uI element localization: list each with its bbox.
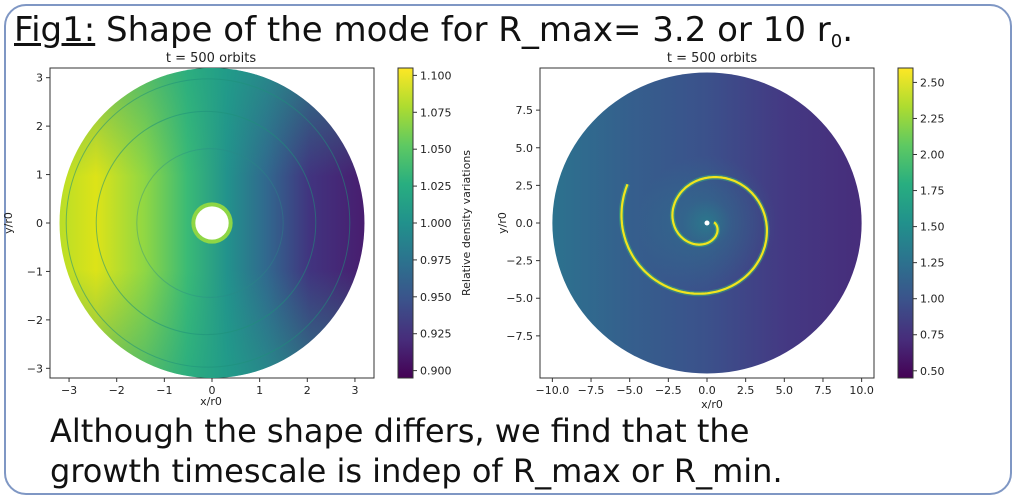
y-tick-label: 2.5 (516, 179, 534, 192)
x-tick-label: 0 (209, 384, 216, 397)
colorbar-tick-label: 1.75 (920, 185, 945, 198)
left-disk (59, 68, 365, 378)
colorbar-tick-label: 0.50 (920, 365, 945, 378)
x-tick-label: −5.0 (616, 384, 643, 397)
slide-frame (4, 4, 1012, 495)
y-tick-label: −5.0 (506, 292, 533, 305)
left-colorbar-ticks: 0.900 0.925 0.950 0.975 1.000 1.025 1.050 1.075… (413, 69, 452, 378)
right-colorbar-ticks: 0.50 0.75 1.00 1.25 1.50 1.75 2.00 2.25 2.50 (913, 76, 945, 378)
x-tick-label: 2 (304, 384, 311, 397)
y-tick-label: 0.0 (516, 217, 534, 230)
y-tick-label: 0 (36, 217, 43, 230)
y-tick-label: 2 (36, 120, 43, 133)
x-tick-label: −2.5 (655, 384, 682, 397)
x-tick-label: −2 (109, 384, 125, 397)
right-disk (552, 72, 862, 374)
slide-caption: Although the shape differs, we find that… (50, 411, 783, 491)
y-tick-label: −2.5 (506, 255, 533, 268)
x-tick-label: 2.5 (737, 384, 755, 397)
left-colorbar: 0.900 0.925 0.950 0.975 1.000 1.025 1.050 1.075… (397, 67, 473, 379)
y-tick-label: 7.5 (516, 104, 534, 117)
x-tick-label: 3 (351, 384, 358, 397)
right-x-ticks: −10.0 −7.5 −5.0 −2.5 0.0 2.5 5.0 7.5 10.0 (536, 378, 874, 397)
left-plot: t = 500 orbits −3 −2 −1 0 1 2 3 −3 −2 −1 0 1 2 3 x/r… (2, 51, 375, 408)
left-y-axis-label: y/r0 (2, 212, 15, 234)
left-x-axis-label: x/r0 (200, 395, 222, 408)
density-ring (95, 110, 317, 336)
figure-label: Fig1: (14, 10, 96, 50)
density-ring (136, 148, 284, 298)
colorbar-tick-label: 1.100 (420, 69, 452, 82)
spiral-arm (620, 176, 768, 295)
colorbar-tick-label: 1.50 (920, 221, 945, 234)
x-tick-label: −1 (156, 384, 172, 397)
colorbar-tick-label: 1.25 (920, 257, 945, 270)
colorbar-tick-label: 1.025 (420, 180, 452, 193)
left-colorbar-bar (397, 67, 414, 379)
right-y-axis-label: y/r0 (496, 212, 509, 234)
right-x-axis-label: x/r0 (701, 398, 723, 411)
density-ring (65, 78, 351, 368)
left-colorbar-label: Relative density variations (460, 150, 473, 296)
left-plot-title: t = 500 orbits (166, 51, 256, 66)
left-y-ticks: −3 −2 −1 0 1 2 3 (27, 72, 50, 375)
colorbar-tick-label: 1.050 (420, 143, 452, 156)
y-tick-label: −1 (27, 265, 43, 278)
colorbar-tick-label: 1.00 (920, 293, 945, 306)
x-tick-label: 7.5 (814, 384, 832, 397)
right-plot-title: t = 500 orbits (667, 51, 757, 66)
inner-hole (195, 206, 229, 240)
slide-title: Fig1: Shape of the mode for R_max= 3.2 o… (14, 8, 853, 64)
colorbar-tick-label: 1.000 (420, 217, 452, 230)
colorbar-tick-label: 2.00 (920, 149, 945, 162)
right-colorbar-bar (897, 67, 914, 379)
x-tick-label: 1 (256, 384, 263, 397)
title-text: Shape of the mode for R_max= 3.2 or 10 r (95, 10, 831, 50)
title-subscript: 0 (830, 31, 843, 52)
y-tick-label: 1 (36, 169, 43, 182)
caption-line-2: growth timescale is indep of R_max or R_… (50, 452, 783, 490)
y-tick-label: −3 (27, 362, 43, 375)
x-tick-label: 0.0 (698, 384, 716, 397)
colorbar-tick-label: 2.50 (920, 76, 945, 89)
x-tick-label: 5.0 (776, 384, 794, 397)
y-tick-label: −2 (27, 314, 43, 327)
right-y-ticks: −7.5 −5.0 −2.5 0.0 2.5 5.0 7.5 (506, 104, 540, 343)
x-tick-label: −7.5 (578, 384, 605, 397)
x-tick-label: 10.0 (849, 384, 874, 397)
y-tick-label: 5.0 (516, 142, 534, 155)
colorbar-tick-label: 2.25 (920, 112, 945, 125)
title-end: . (842, 10, 854, 50)
y-tick-label: 3 (36, 72, 43, 85)
x-tick-label: −3 (61, 384, 77, 397)
right-plot: t = 500 orbits −10.0 −7.5 −5.0 −2.5 0.0 2.5 5.… (496, 51, 875, 411)
colorbar-tick-label: 0.925 (420, 328, 452, 341)
colorbar-tick-label: 0.950 (420, 291, 452, 304)
right-colorbar: 0.50 0.75 1.00 1.25 1.50 1.75 2.00 2.25 2.50 (897, 67, 945, 379)
colorbar-tick-label: 0.975 (420, 254, 452, 267)
caption-line-1: Although the shape differs, we find that… (50, 412, 750, 450)
x-tick-label: −10.0 (536, 384, 570, 397)
colorbar-tick-label: 1.075 (420, 106, 452, 119)
colorbar-tick-label: 0.75 (920, 329, 945, 342)
y-tick-label: −7.5 (506, 330, 533, 343)
left-x-ticks: −3 −2 −1 0 1 2 3 (61, 378, 358, 397)
colorbar-tick-label: 0.900 (420, 365, 452, 378)
inner-hole (704, 220, 710, 226)
